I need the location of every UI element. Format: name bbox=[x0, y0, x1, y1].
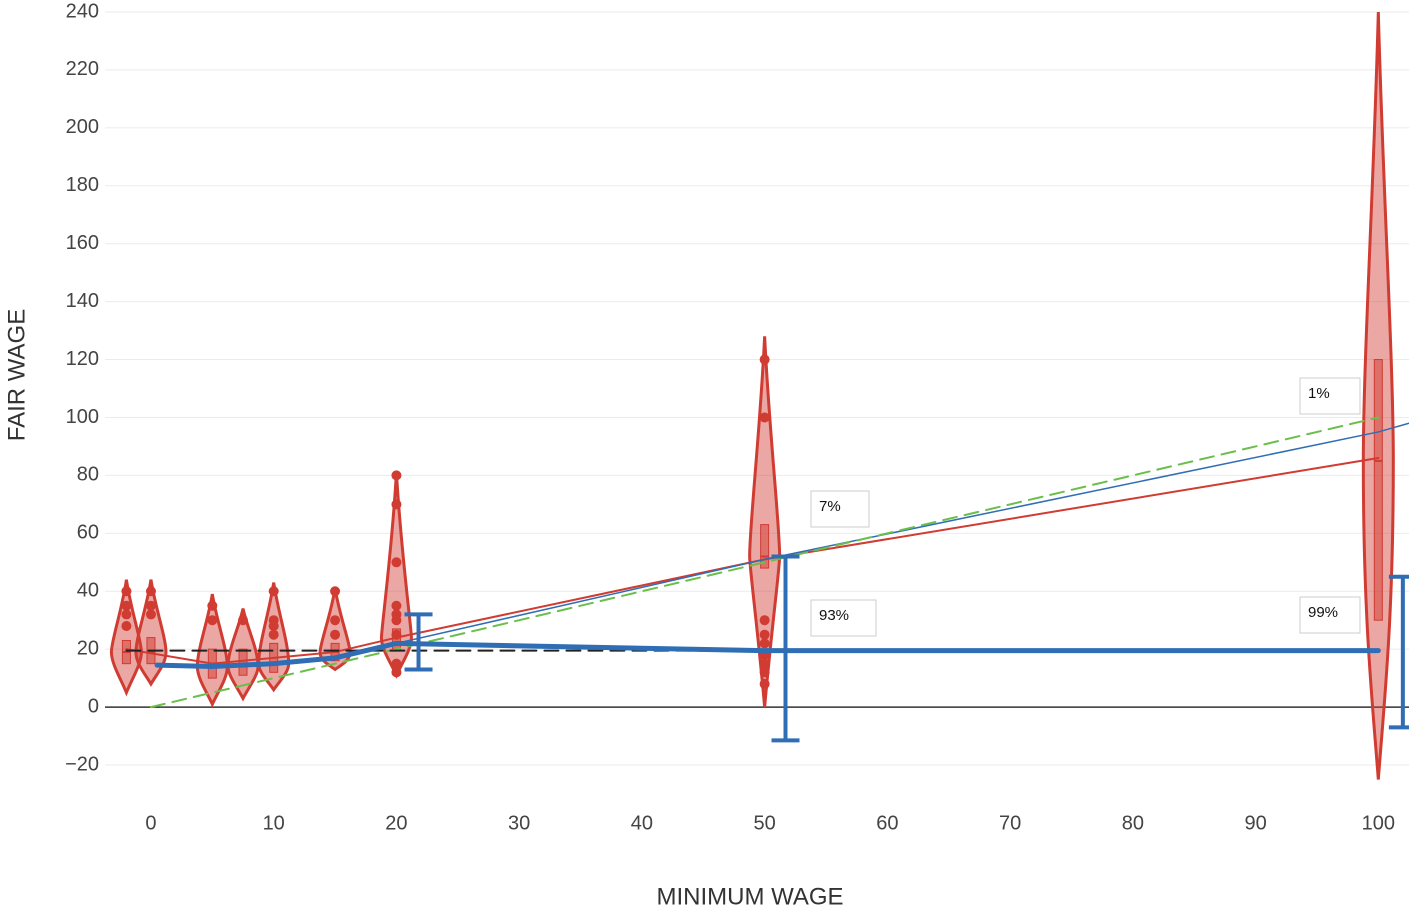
violin-point bbox=[391, 615, 402, 626]
violin-point bbox=[759, 658, 770, 669]
x-tick-label: 10 bbox=[263, 812, 285, 834]
violin bbox=[109, 579, 143, 697]
x-tick-label: 0 bbox=[145, 812, 156, 834]
violin-box bbox=[760, 524, 770, 569]
y-tick-label: 200 bbox=[66, 116, 99, 138]
x-tick-label: 90 bbox=[1244, 812, 1266, 834]
y-tick-label: 60 bbox=[77, 522, 99, 544]
y-axis-title: FAIR WAGE bbox=[3, 309, 30, 441]
violin-box bbox=[1373, 359, 1383, 621]
x-tick-label: 80 bbox=[1122, 812, 1144, 834]
violin-point bbox=[121, 600, 132, 611]
violin bbox=[134, 579, 168, 687]
violin-point bbox=[391, 557, 402, 568]
y-tick-label: 160 bbox=[66, 232, 99, 254]
violin bbox=[748, 336, 782, 708]
annotation-box bbox=[1299, 377, 1361, 415]
annotation-box bbox=[810, 490, 870, 528]
violin-point bbox=[330, 629, 341, 640]
y-tick-label: 240 bbox=[66, 0, 99, 22]
y-tick-label: 120 bbox=[66, 348, 99, 370]
violin-point bbox=[268, 621, 279, 631]
y-tick-label: 220 bbox=[66, 58, 99, 80]
x-tick-label: 30 bbox=[508, 812, 530, 834]
line-model bbox=[154, 640, 1381, 670]
violin-point bbox=[145, 600, 156, 611]
y-tick-label: 0 bbox=[88, 695, 99, 717]
violin-point bbox=[268, 586, 279, 597]
y-tick-label: 40 bbox=[77, 580, 99, 602]
annotation: 1% bbox=[1308, 385, 1330, 402]
y-tick-label: 140 bbox=[66, 290, 99, 312]
violin-point bbox=[207, 615, 218, 626]
violin-point bbox=[391, 658, 402, 669]
x-tick-label: 70 bbox=[999, 812, 1021, 834]
violin-point bbox=[759, 678, 770, 689]
violin-point bbox=[238, 615, 249, 626]
line-identity bbox=[149, 416, 1380, 709]
x-tick-label: 20 bbox=[385, 812, 407, 834]
annotation-box bbox=[810, 599, 877, 637]
violin-point bbox=[207, 600, 218, 611]
violin-point bbox=[759, 615, 770, 626]
violin-point bbox=[145, 586, 156, 597]
violin-point bbox=[391, 667, 402, 678]
violin-point bbox=[330, 615, 341, 626]
violin-point bbox=[268, 629, 279, 640]
x-tick-label: 60 bbox=[876, 812, 898, 834]
x-tick-label: 100 bbox=[1362, 812, 1395, 834]
x-axis-title: MINIMUM WAGE bbox=[656, 883, 843, 910]
x-tick-label: 40 bbox=[631, 812, 653, 834]
annotation: 93% bbox=[819, 607, 849, 624]
line-mean bbox=[125, 457, 1380, 665]
violin-point bbox=[145, 609, 156, 620]
x-tick-label: 50 bbox=[754, 812, 776, 834]
annotation-box bbox=[1299, 596, 1361, 634]
violin-point bbox=[759, 629, 770, 640]
violin-point bbox=[121, 586, 132, 597]
violin-point bbox=[330, 586, 341, 597]
y-tick-label: 180 bbox=[66, 174, 99, 196]
violin-point bbox=[121, 621, 132, 631]
line-fit bbox=[395, 422, 1409, 645]
y-tick-label: −20 bbox=[65, 753, 99, 775]
violin-point bbox=[121, 609, 132, 620]
violin-point bbox=[391, 499, 402, 510]
violin-box bbox=[238, 648, 248, 676]
violin-point bbox=[759, 667, 770, 678]
annotation: 7% bbox=[819, 498, 841, 515]
violin-point bbox=[759, 638, 770, 649]
violin-point bbox=[391, 470, 402, 481]
y-tick-label: 80 bbox=[77, 464, 99, 486]
annotation: 99% bbox=[1308, 604, 1338, 621]
y-tick-label: 100 bbox=[66, 406, 99, 428]
violin-point bbox=[391, 600, 402, 611]
violin-point bbox=[759, 412, 770, 423]
y-tick-label: 20 bbox=[77, 637, 99, 659]
violin-point bbox=[759, 354, 770, 365]
